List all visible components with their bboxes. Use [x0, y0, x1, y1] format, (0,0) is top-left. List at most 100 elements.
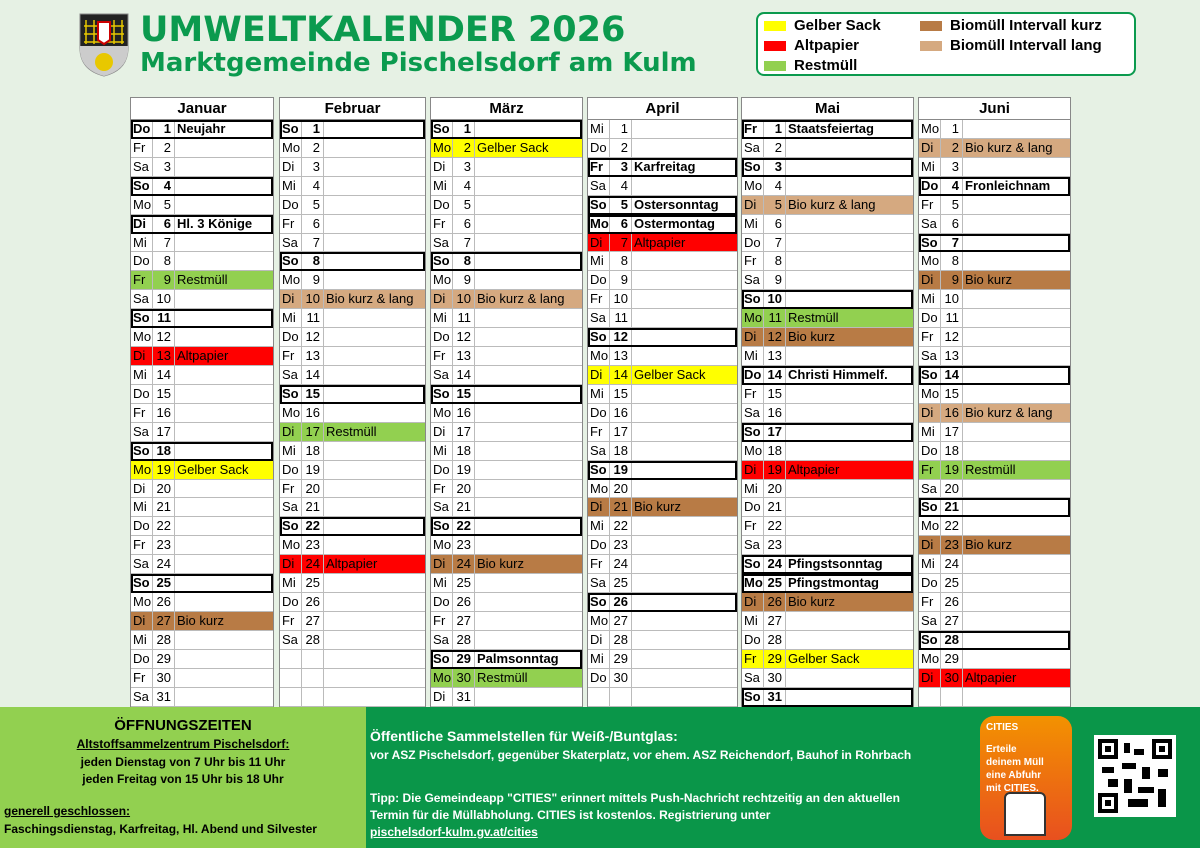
weekday: Do: [131, 120, 153, 138]
day-row: So 8: [431, 252, 582, 272]
event-label: [324, 158, 425, 176]
weekday: Sa: [131, 422, 153, 441]
day-row: Sa 13: [919, 347, 1070, 366]
event-label: [175, 480, 273, 498]
day-row: Sa 23: [742, 536, 913, 556]
event-label: Neujahr: [177, 121, 226, 136]
day-row: Mi 20: [742, 479, 913, 499]
day-row: So 28: [919, 630, 1070, 650]
day-row: Fr 16: [131, 403, 273, 423]
event-label: [632, 309, 737, 327]
day-number: 5: [153, 195, 175, 214]
day-number: 1: [302, 120, 324, 138]
day-number: 8: [764, 252, 786, 271]
day-number: 26: [764, 593, 786, 611]
weekday: So: [588, 195, 610, 214]
legend-item-restmuell: Restmüll: [764, 57, 857, 74]
day-number: 8: [302, 252, 324, 271]
weekday: Di: [131, 214, 153, 233]
day-row: Do 22: [131, 517, 273, 537]
weekday: Di: [919, 668, 941, 687]
weekday: Di: [919, 403, 941, 422]
weekday: Mi: [280, 176, 302, 195]
day-number: 29: [610, 649, 632, 668]
event-label: [963, 120, 1070, 138]
weekday: So: [431, 252, 453, 271]
cities-ad[interactable]: CITIES Erteile deinem Müll eine Abfuhr m…: [980, 716, 1072, 840]
day-number: 10: [941, 290, 963, 309]
legend: Gelber Sack Altpapier Restmüll Biomüll I…: [756, 12, 1136, 76]
day-row: Do 12: [431, 328, 582, 348]
day-row: Di 7 Altpapier: [588, 233, 737, 253]
day-row: Do 5: [431, 195, 582, 215]
weekday: Mi: [742, 479, 764, 498]
weekday: Fr: [588, 157, 610, 176]
day-row: Sa 24: [131, 555, 273, 575]
qr-code[interactable]: [1094, 735, 1176, 817]
weekday: Mi: [280, 309, 302, 328]
weekday: Di: [431, 157, 453, 176]
weekday: Mo: [921, 252, 941, 271]
day-row: Sa 16: [742, 403, 913, 423]
day-number: 9: [610, 271, 632, 290]
day-number: 7: [941, 233, 963, 252]
legend-label: Restmüll: [794, 57, 858, 74]
event-label: [175, 423, 273, 441]
day-row: Di 9 Bio kurz: [919, 271, 1070, 291]
weekday: Do: [919, 176, 941, 195]
day-row: Mi 11: [280, 309, 425, 329]
month-märz: März So 1 Mo 2 Gelber Sack Di 3 Mi 4 Do 5 Fr 6 Sa 7 So 8 M…: [430, 97, 583, 708]
weekday: Sa: [280, 365, 302, 384]
event-label: [324, 631, 425, 649]
info-panel: Öffentliche Sammelstellen für Weiß-/Bunt…: [366, 707, 1200, 848]
day-row: Mo 16: [431, 403, 582, 423]
cities-link[interactable]: pischelsdorf-kulm.gv.at/cities: [370, 825, 538, 839]
qr-code-icon: [1098, 739, 1172, 813]
event-label: [324, 385, 425, 403]
event-label: [324, 442, 425, 460]
day-row: So 12: [588, 328, 737, 348]
day-row: Sa 21: [431, 498, 582, 518]
weekday: Mo: [921, 517, 941, 536]
day-row: So 21: [919, 498, 1070, 518]
day-number: 29: [941, 649, 963, 668]
day-row: Di 31: [431, 687, 582, 707]
day-row: Mi 25: [431, 574, 582, 594]
month-april: April Mi 1 Do 2 Fr 3 Karfreitag Sa 4 So 5 Ostersonnt…: [587, 97, 738, 708]
day-row: Mi 17: [919, 422, 1070, 442]
weekday: Mi: [280, 441, 302, 460]
empty-row: [280, 668, 425, 688]
month-header: April: [588, 98, 737, 120]
day-number: 28: [764, 630, 786, 649]
weekday: So: [919, 233, 941, 252]
day-row: So 14: [919, 365, 1070, 385]
event-label: Hl. 3 Könige: [177, 215, 253, 231]
day-row: Di 28: [588, 630, 737, 650]
day-row: Mo 1: [919, 120, 1070, 139]
day-row: Mo 25 Pfingstmontag: [742, 574, 913, 594]
event-label: [786, 252, 913, 270]
closed-days: Faschingsdienstag, Karfreitag, Hl. Abend…: [4, 822, 317, 836]
empty-row: [280, 649, 425, 669]
day-number: 16: [610, 403, 632, 422]
day-number: 9: [453, 271, 475, 290]
day-number: 22: [153, 517, 175, 536]
day-row: Mo 2 Gelber Sack: [431, 138, 582, 158]
day-number: 16: [302, 403, 324, 422]
event-label: Altpapier: [788, 461, 840, 477]
event-label: [175, 309, 273, 327]
weekday: Mo: [282, 138, 302, 157]
day-number: 13: [764, 347, 786, 365]
day-row: Sa 25: [588, 574, 737, 594]
weekday: Di: [742, 460, 764, 479]
weekday: Di: [431, 687, 453, 706]
weekday: Mo: [921, 649, 941, 668]
event-label: [963, 498, 1070, 516]
weekday: [588, 687, 610, 706]
weekday: So: [431, 384, 453, 403]
event-label: [963, 612, 1070, 630]
day-number: 26: [941, 593, 963, 611]
event-label: [475, 461, 582, 479]
cities-brand: CITIES: [986, 722, 1019, 733]
day-row: Do 15: [131, 384, 273, 404]
